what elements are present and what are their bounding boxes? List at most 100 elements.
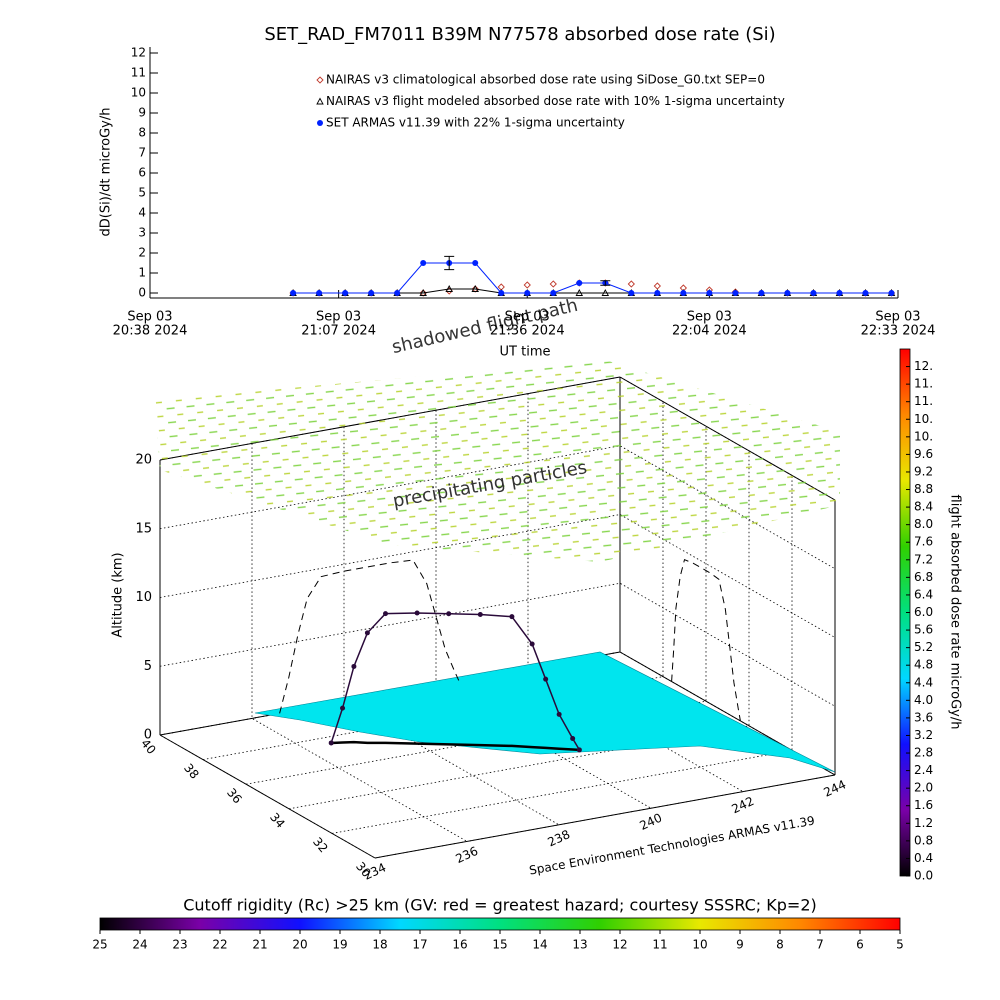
colorbar-tick-label: 16 bbox=[452, 938, 467, 952]
colorbar-tick-label: 6.4 bbox=[914, 587, 933, 601]
y-tick-label: 5 bbox=[138, 186, 146, 200]
colorbar-tick-label: 6.8 bbox=[914, 570, 933, 584]
colorbar-tick-label: 2.8 bbox=[914, 746, 933, 760]
flight-point bbox=[570, 736, 576, 742]
colorbar-tick-label: 4.8 bbox=[914, 658, 933, 672]
colorbar bbox=[99, 917, 901, 931]
x-tick-label: 22:04 2024 bbox=[672, 324, 747, 339]
grid-line bbox=[527, 393, 744, 792]
marker bbox=[368, 290, 375, 296]
z-tick-label: 5 bbox=[144, 659, 152, 674]
colorbar-tick-label: 24 bbox=[132, 938, 147, 952]
marker bbox=[810, 290, 817, 296]
colorbar-tick-label: 20 bbox=[292, 938, 307, 952]
colorbar-tick-label: 11. bbox=[914, 394, 933, 408]
z-tick-label: 0 bbox=[144, 728, 152, 743]
box-edge bbox=[374, 774, 836, 859]
flight-projection-back bbox=[279, 559, 460, 714]
legend-label: NAIRAS v3 flight modeled absorbed dose r… bbox=[326, 94, 785, 108]
x-axis-label: UT time bbox=[500, 345, 551, 360]
x-tick-label: Sep 03 bbox=[127, 310, 172, 325]
y-tick-label: 6 bbox=[138, 166, 146, 180]
colorbar-tick-label: 11 bbox=[652, 938, 667, 952]
colorbar-tick-label: 6.0 bbox=[914, 605, 933, 619]
colorbar-tick-label: 10 bbox=[692, 938, 707, 952]
colorbar-label: flight absorbed dose rate microGy/h bbox=[948, 495, 963, 730]
flight-path bbox=[330, 612, 581, 751]
flight-point bbox=[328, 740, 334, 746]
marker bbox=[784, 290, 791, 296]
x-tick-label: Sep 03 bbox=[316, 310, 361, 325]
legend-marker bbox=[316, 97, 324, 105]
marker bbox=[575, 289, 584, 296]
colorbar-tick-label: 6 bbox=[856, 938, 864, 952]
colorbar-tick-label: 2.0 bbox=[914, 781, 933, 795]
colorbar-tick-label: 12 bbox=[612, 938, 627, 952]
flight-point bbox=[509, 614, 515, 620]
colorbar-tick-label: 0.4 bbox=[914, 851, 933, 865]
marker bbox=[472, 260, 479, 266]
marker bbox=[420, 260, 427, 266]
y-tick-label: 8 bbox=[138, 126, 146, 140]
box-edge bbox=[159, 734, 376, 859]
colorbar-tick-label: 3.2 bbox=[914, 728, 933, 742]
marker bbox=[523, 281, 531, 289]
marker bbox=[549, 280, 557, 288]
colorbar-tick-label: 8.8 bbox=[914, 482, 933, 496]
grid-line bbox=[159, 514, 836, 638]
colorbars: 0.0 0.4 0.8 1.2 1.6 2.0 2.4 2.8 3.2 3.6 4.0 4.4 4.8 5… bbox=[92, 348, 963, 952]
x-tick-label: 22:33 2024 bbox=[861, 324, 936, 339]
marker bbox=[316, 290, 323, 296]
marker bbox=[680, 290, 687, 296]
marker bbox=[732, 290, 739, 296]
marker bbox=[394, 290, 401, 296]
marker bbox=[550, 290, 557, 296]
y-tick-label: 9 bbox=[138, 106, 146, 120]
flight-point bbox=[383, 611, 388, 617]
colorbar-tick-label: 7.6 bbox=[914, 535, 933, 549]
colorbar-tick-label: 0.0 bbox=[914, 869, 933, 883]
legend-label: NAIRAS v3 climatological absorbed dose r… bbox=[326, 73, 765, 87]
colorbar-tick-label: 11. bbox=[914, 377, 933, 391]
x-tick-label: 20:38 2024 bbox=[113, 324, 188, 339]
colorbar-tick-label: 4.4 bbox=[914, 675, 933, 689]
colorbar-tick-label: 12. bbox=[914, 359, 933, 373]
z-axis-label: Altitude (km) bbox=[111, 552, 126, 637]
grid-line bbox=[343, 426, 560, 826]
marker bbox=[653, 282, 661, 290]
legend-label: SET ARMAS v11.39 with 22% 1-sigma uncert… bbox=[326, 116, 625, 130]
x-tick-label: Sep 03 bbox=[687, 310, 732, 325]
flight-point bbox=[446, 611, 452, 617]
flight-point bbox=[364, 630, 370, 636]
marker bbox=[342, 290, 349, 296]
grid-line bbox=[159, 582, 836, 707]
z-tick-label: 20 bbox=[135, 453, 152, 468]
y-tick-label: 3 bbox=[138, 226, 146, 240]
colorbar-title: Cutoff rigidity (Rc) >25 km (GV: red = g… bbox=[183, 896, 817, 915]
marker bbox=[471, 285, 479, 293]
chart-title: SET_RAD_FM7011 B39M N77578 absorbed dose… bbox=[264, 24, 775, 45]
marker bbox=[836, 290, 843, 296]
flight-point bbox=[340, 705, 346, 711]
flight-point bbox=[529, 641, 535, 647]
marker bbox=[445, 285, 453, 292]
x-tick-label: Sep 03 bbox=[875, 310, 920, 325]
colorbar-tick-label: 21 bbox=[252, 938, 267, 952]
colorbar-tick-label: 22 bbox=[212, 938, 227, 952]
x-tick-label: Sep 03 bbox=[505, 310, 550, 325]
colorbar-tick-label: 8 bbox=[776, 938, 784, 952]
z-tick-label: 15 bbox=[135, 521, 152, 536]
marker bbox=[419, 289, 427, 296]
y-tick-label: 11 bbox=[131, 66, 146, 80]
y-tick-label: 10 bbox=[131, 86, 146, 100]
colorbar-tick-label: 9.2 bbox=[914, 464, 933, 478]
colorbar-tick-label: 7 bbox=[816, 938, 824, 952]
z-tick-label: 10 bbox=[135, 590, 152, 605]
cutoff-rigidity-surface bbox=[254, 651, 836, 773]
colorbar-tick-label: 10. bbox=[914, 412, 933, 426]
colorbar-tick-label: 4.0 bbox=[914, 693, 933, 707]
flight-point bbox=[556, 711, 562, 717]
colorbar-tick-label: 19 bbox=[332, 938, 347, 952]
marker bbox=[498, 290, 505, 296]
colorbar-tick-label: 1.6 bbox=[914, 798, 933, 812]
